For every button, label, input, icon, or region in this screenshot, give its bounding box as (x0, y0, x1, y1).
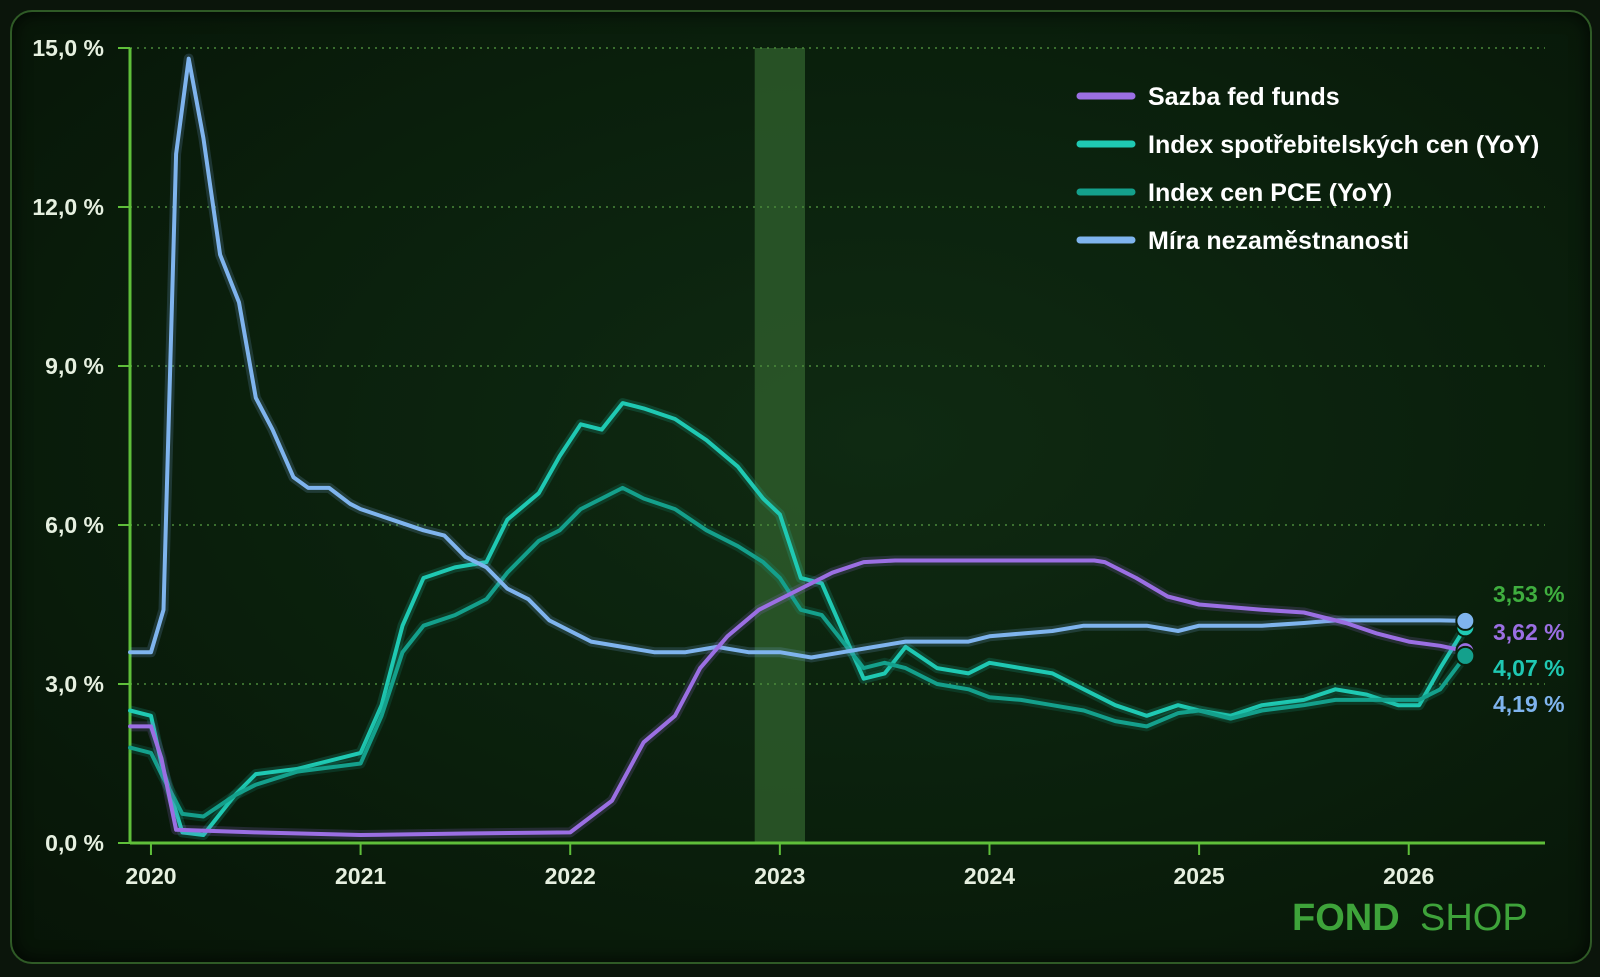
brand-logo: FOND SHOP (1292, 897, 1528, 939)
y-tick-label: 9,0 % (45, 353, 104, 379)
legend-label: Sazba fed funds (1148, 83, 1340, 111)
highlight-band (754, 48, 806, 843)
legend-label: Index spotřebitelských cen (YoY) (1148, 131, 1539, 159)
series-endpoint (1455, 645, 1476, 666)
series-line (128, 558, 1468, 837)
end-value-label: 3,62 % (1493, 619, 1565, 645)
legend-label: Index cen PCE (YoY) (1148, 179, 1392, 207)
end-value-label: 4,07 % (1493, 655, 1565, 681)
y-tick-label: 15,0 % (32, 35, 104, 61)
y-tick-label: 12,0 % (32, 194, 104, 220)
end-value-label: 4,19 % (1493, 691, 1565, 717)
x-tick-label: 2021 (335, 863, 386, 889)
series-line (128, 56, 1468, 660)
brand-logo-thin: SHOP (1420, 897, 1528, 939)
series-endpoint (1455, 610, 1476, 631)
x-tick-label: 2024 (964, 863, 1015, 889)
y-tick-label: 3,0 % (45, 671, 104, 697)
legend-label: Míra nezaměstnanosti (1148, 227, 1409, 255)
x-tick-label: 2023 (754, 863, 805, 889)
x-tick-label: 2025 (1174, 863, 1225, 889)
y-tick-label: 0,0 % (45, 830, 104, 856)
brand-logo-bold: FOND (1292, 897, 1400, 939)
y-tick-label: 6,0 % (45, 512, 104, 538)
x-tick-label: 2022 (545, 863, 596, 889)
x-tick-label: 2026 (1383, 863, 1434, 889)
end-value-label: 3,53 % (1493, 581, 1565, 607)
series-line (128, 485, 1468, 819)
x-tick-label: 2020 (125, 863, 176, 889)
